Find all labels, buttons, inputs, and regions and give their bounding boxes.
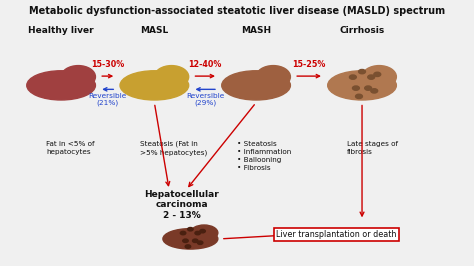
Circle shape [359,69,365,74]
Circle shape [183,239,188,243]
Text: Reversible
(29%): Reversible (29%) [186,93,224,106]
Text: Steatosis (Fat in
>5% hepatocytes): Steatosis (Fat in >5% hepatocytes) [139,141,207,156]
Ellipse shape [256,66,291,88]
Text: Fat in <5% of
hepatocytes: Fat in <5% of hepatocytes [46,141,95,155]
Ellipse shape [155,66,189,88]
Ellipse shape [328,71,396,100]
Circle shape [349,75,356,79]
Text: 15-30%: 15-30% [91,60,124,69]
Ellipse shape [222,71,291,100]
Circle shape [356,94,363,98]
Text: Liver transplantation or death: Liver transplantation or death [276,230,397,239]
Text: Metabolic dysfunction-associated steatotic liver disease (MASLD) spectrum: Metabolic dysfunction-associated steatot… [29,6,445,16]
Circle shape [353,86,359,90]
Circle shape [197,241,203,244]
Text: 12-40%: 12-40% [189,60,222,69]
Circle shape [371,89,378,93]
Circle shape [192,239,198,243]
Text: Reversible
(21%): Reversible (21%) [89,93,127,106]
Text: Healthy liver: Healthy liver [28,26,94,35]
Ellipse shape [61,66,95,88]
Ellipse shape [27,71,95,100]
Circle shape [185,245,191,248]
Text: Late stages of
fibrosis: Late stages of fibrosis [347,141,398,155]
Text: Hepatocellular
carcinoma
2 - 13%: Hepatocellular carcinoma 2 - 13% [145,190,219,220]
Circle shape [195,231,201,235]
Ellipse shape [120,71,189,100]
Circle shape [200,229,205,233]
Ellipse shape [191,225,218,241]
Text: • Steatosis
• Inflammation
• Ballooning
• Fibrosis: • Steatosis • Inflammation • Ballooning … [237,141,291,171]
Circle shape [365,86,372,90]
Text: 15-25%: 15-25% [292,60,326,69]
Ellipse shape [362,66,396,88]
Ellipse shape [163,228,218,249]
Text: MASH: MASH [241,26,271,35]
Circle shape [188,227,193,231]
Text: MASL: MASL [140,26,168,35]
Text: Cirrhosis: Cirrhosis [339,26,385,35]
Circle shape [374,72,381,77]
Circle shape [180,231,186,235]
Circle shape [368,75,374,79]
